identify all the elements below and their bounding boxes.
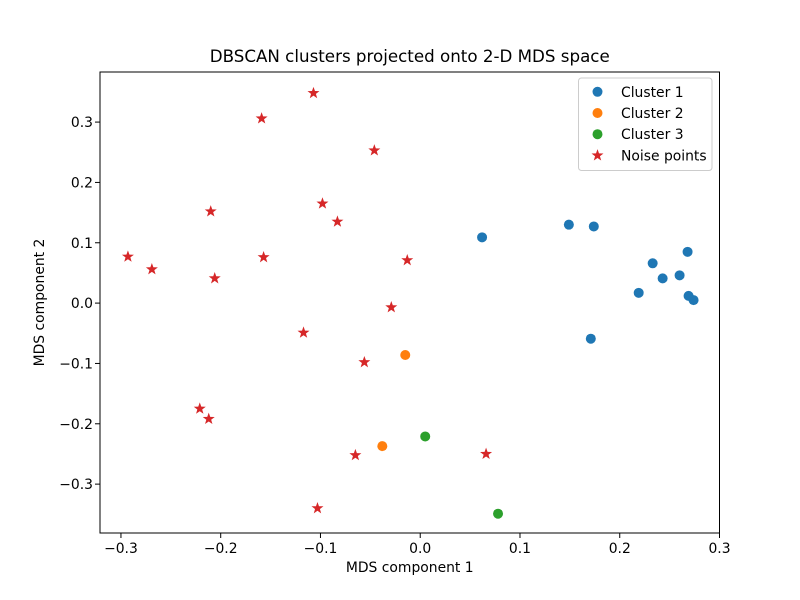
- legend-label-noise-points: Noise points: [621, 148, 707, 164]
- x-tick-label: −0.1: [304, 541, 338, 557]
- legend-label-cluster-2: Cluster 2: [621, 106, 684, 122]
- point-noise-points: [202, 412, 215, 425]
- y-tick-label: −0.1: [59, 356, 93, 372]
- point-cluster-1: [585, 333, 596, 344]
- legend-label-cluster-3: Cluster 3: [621, 127, 684, 143]
- y-tick-label: 0.0: [71, 296, 93, 312]
- point-cluster-1: [657, 273, 668, 284]
- y-tick-label: −0.3: [59, 477, 93, 493]
- point-noise-points: [145, 263, 158, 275]
- point-cluster-1: [477, 232, 488, 243]
- legend-marker-cluster-2-icon: [592, 108, 603, 118]
- chart-title: DBSCAN clusters projected onto 2-D MDS s…: [210, 46, 610, 66]
- y-axis-label: MDS component 2: [32, 239, 48, 367]
- legend: Cluster 1 Cluster 2 Cluster 3 Noise points: [578, 77, 713, 171]
- point-cluster-1: [588, 221, 599, 232]
- x-tick-label: 0.3: [708, 541, 730, 557]
- point-cluster-3: [420, 431, 431, 442]
- point-noise-points: [316, 197, 329, 209]
- y-tick-label: 0.3: [71, 115, 93, 131]
- point-noise-points: [297, 326, 310, 338]
- point-noise-points: [368, 144, 381, 156]
- x-tick-label: 0.1: [509, 541, 531, 557]
- legend-marker-cluster-3-icon: [592, 129, 603, 140]
- point-noise-points: [204, 205, 217, 217]
- point-cluster-1: [682, 246, 693, 257]
- point-noise-points: [349, 448, 362, 461]
- legend-marker-cluster-1-icon: [592, 86, 603, 97]
- axis-ticks: −0.3 −0.2 −0.1 0.0 0.1 0.2 0.3 −0.3 −0.2 −0.1 0.0 0…: [59, 115, 730, 557]
- plot-frame: [99, 71, 720, 534]
- point-noise-points: [331, 215, 344, 227]
- point-noise-points: [193, 402, 206, 414]
- point-cluster-1: [647, 258, 658, 269]
- x-tick-label: −0.3: [104, 541, 138, 557]
- point-noise-points: [401, 253, 414, 266]
- legend-box: [578, 77, 713, 171]
- point-cluster-2: [400, 349, 411, 360]
- x-tick-label: 0.2: [609, 541, 631, 557]
- point-noise-points: [208, 272, 221, 284]
- y-tick-label: 0.1: [71, 236, 93, 252]
- y-tick-label: −0.2: [59, 417, 93, 433]
- legend-label-cluster-1: Cluster 1: [621, 85, 684, 101]
- point-noise-points: [257, 250, 270, 263]
- point-noise-points: [311, 501, 324, 514]
- y-tick-label: 0.2: [71, 175, 93, 191]
- point-cluster-1: [563, 219, 574, 230]
- x-axis-label: MDS component 1: [346, 560, 474, 576]
- point-noise-points: [385, 301, 398, 313]
- x-tick-label: −0.2: [204, 541, 238, 557]
- point-cluster-3: [493, 508, 504, 519]
- point-noise-points: [358, 355, 371, 368]
- data-points: [121, 86, 699, 519]
- point-noise-points: [121, 250, 134, 262]
- point-noise-points: [307, 86, 320, 99]
- point-cluster-1: [688, 295, 699, 306]
- legend-marker-noise-points-icon: [591, 149, 604, 161]
- point-cluster-2: [377, 441, 388, 452]
- point-noise-points: [480, 447, 493, 460]
- point-noise-points: [255, 112, 268, 124]
- point-cluster-1: [674, 270, 685, 281]
- x-tick-label: 0.0: [409, 541, 431, 557]
- point-cluster-1: [633, 287, 644, 298]
